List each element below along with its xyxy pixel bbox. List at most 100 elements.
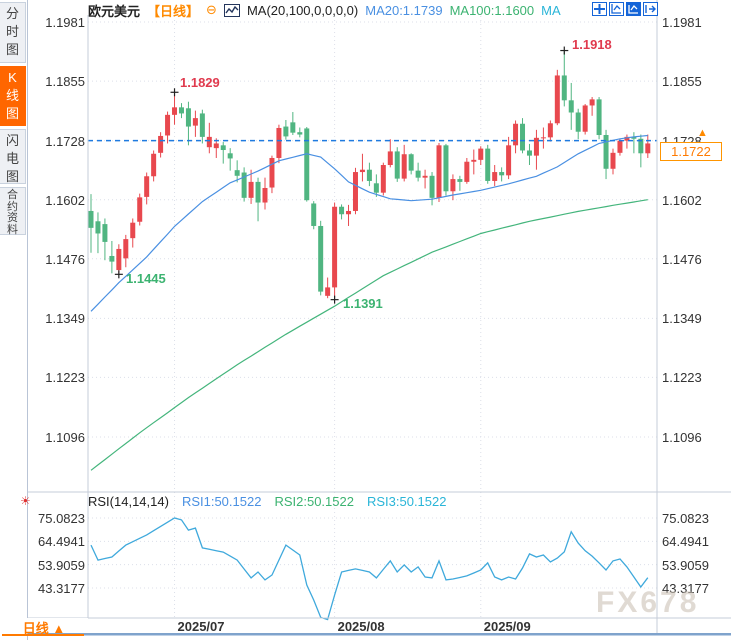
rsi3-value: RSI3:50.1522 (366, 494, 447, 509)
sidebar-tab-label: 分时图 (5, 6, 19, 57)
candle-body (610, 152, 616, 169)
chart-panel-icon[interactable] (626, 2, 641, 16)
candle-body (450, 179, 456, 192)
rsi-axis-label-right: 43.3177 (662, 581, 709, 596)
rsi-axis-label-right: 53.9059 (662, 557, 709, 573)
sidebar-tab-contract-info[interactable]: 合约资料 (0, 187, 26, 235)
date-axis-label: 2025/09 (483, 619, 531, 634)
axis-scale-icon[interactable] (609, 2, 624, 16)
indicator-chart-icon[interactable] (223, 3, 240, 17)
rsi-axis-label-right: 75.0823 (662, 511, 709, 526)
low-annotation-2: 1.1391 (343, 296, 383, 311)
candle-body (422, 175, 428, 178)
candle-body (123, 239, 129, 259)
price-axis-label-right: 1.1223 (662, 370, 702, 386)
candle-body (540, 137, 546, 139)
price-axis-label-right: 1.1981 (662, 15, 702, 30)
candle-body (582, 105, 588, 132)
rsi-axis-label-left: 64.4941 (38, 534, 85, 550)
candle-body (380, 165, 386, 193)
candle-body (116, 248, 122, 271)
candle-body (290, 122, 296, 133)
candle-body (575, 112, 581, 132)
candle-body (248, 181, 254, 198)
rsi-axis-label-left: 75.0823 (38, 511, 85, 526)
candle-body (304, 128, 310, 201)
ma20-value: MA20:1.1739 (365, 2, 443, 18)
sidebar-tab-lightning[interactable]: 闪电图 (0, 129, 26, 184)
candle-body (178, 107, 184, 114)
candle-body (513, 123, 519, 146)
candle-body (213, 143, 219, 149)
candle-body (589, 99, 595, 106)
period-tab-daily[interactable]: 日线 ▲ (0, 618, 88, 636)
candle-body (526, 150, 532, 156)
price-axis-label-left: 1.1728 (45, 133, 85, 149)
price-axis-label-left: 1.1223 (45, 370, 85, 386)
ma100-line (90, 199, 648, 471)
crosshair-icon[interactable] (592, 2, 607, 16)
candle-body (95, 221, 101, 234)
price-axis-label-left: 1.1602 (45, 192, 85, 208)
date-axis-label: 2025/07 (177, 619, 225, 634)
candle-body (499, 172, 505, 176)
rsi-legend: RSI(14,14,14) RSI1:50.1522 RSI2:50.1522 … (88, 494, 446, 509)
sidebar-tab-timeshare[interactable]: 分时图 (0, 2, 26, 63)
bottom-border (0, 633, 731, 636)
rsi2-value: RSI2:50.1522 (274, 494, 354, 509)
candle-body (199, 113, 205, 137)
candle-body (165, 114, 171, 136)
exit-chart-icon[interactable] (643, 2, 658, 16)
candle-body (325, 287, 331, 296)
period-tab-label: 日线 (22, 621, 49, 636)
date-axis-label: 2025/08 (337, 619, 385, 634)
candle-body (137, 197, 143, 222)
candle-body (596, 99, 602, 136)
candle-body (311, 203, 317, 226)
rsi-axis-label-left: 53.9059 (38, 557, 85, 573)
sidebar-tab-kline[interactable]: K线图 (0, 66, 26, 126)
candle-body (227, 153, 233, 159)
collapse-icon[interactable]: ⊖ (206, 2, 217, 17)
candle-body (603, 135, 609, 169)
price-axis-label-left: 1.1349 (45, 311, 85, 327)
candle-body (269, 157, 275, 188)
candle-body (109, 255, 115, 262)
candle-body (645, 143, 651, 154)
candle-body (436, 145, 442, 198)
candle-body (276, 127, 282, 158)
candle-body (318, 225, 324, 292)
price-axis-label-left: 1.1855 (45, 74, 85, 90)
candle-body (130, 222, 136, 239)
candle-body (520, 123, 526, 151)
candle-body (631, 136, 637, 139)
candle-body (478, 148, 484, 160)
candle-body (401, 154, 407, 179)
candle-body (624, 136, 630, 141)
high-annotation-2: 1.1918 (572, 37, 612, 52)
symbol-name: 欧元美元 (88, 3, 141, 19)
candle-body (283, 126, 289, 137)
candle-body (332, 206, 338, 288)
candle-body (568, 100, 574, 113)
candle-body (206, 136, 212, 148)
candle-body (172, 107, 178, 115)
chart-toolbar: 欧元美元 【日线】 ⊖ MA(20,100,0,0,0,0) MA20:1.17… (88, 2, 561, 19)
indicator-settings-icon[interactable]: ☀ (20, 494, 31, 508)
candle-body (394, 151, 400, 179)
chart-tool-buttons (592, 2, 658, 16)
candle-body (533, 137, 539, 156)
candle-body (262, 187, 268, 203)
rsi-axis-label-right: 64.4941 (662, 534, 709, 550)
ma20-line (90, 134, 648, 312)
candle-body (415, 170, 421, 178)
ma-settings-label: MA(20,100,0,0,0,0) (246, 2, 359, 18)
price-axis-label-right: 1.1349 (662, 311, 702, 327)
candle-body (471, 159, 477, 162)
candle-body (220, 145, 226, 151)
candle-body (366, 169, 372, 181)
candle-body (485, 148, 491, 181)
high-annotation-1: 1.1829 (180, 75, 220, 90)
candle-body (387, 151, 393, 166)
